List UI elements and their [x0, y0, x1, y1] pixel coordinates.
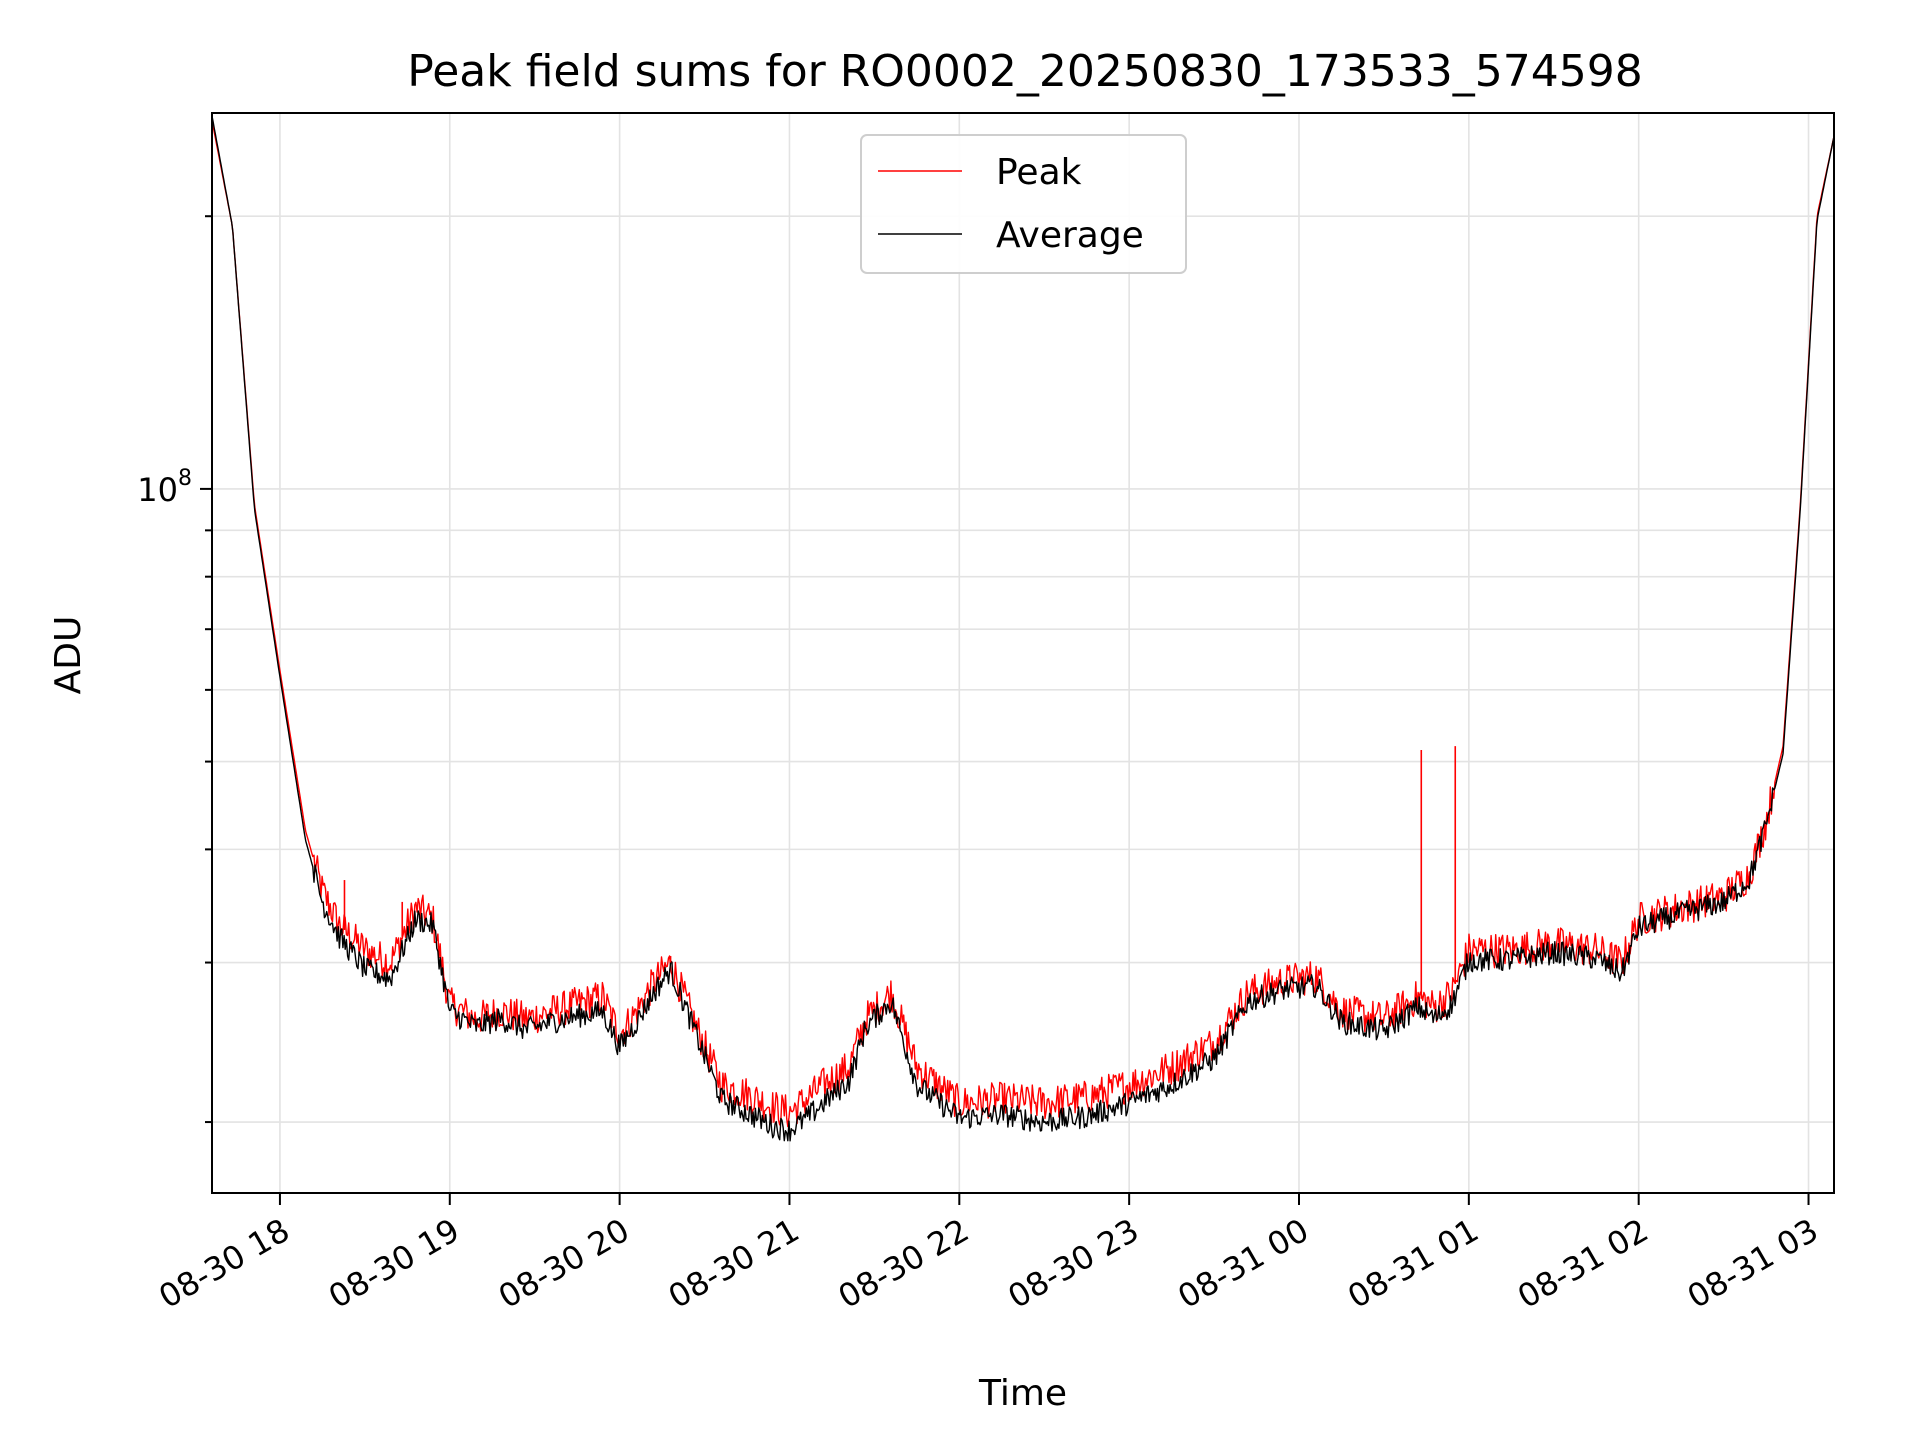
y-tick-label-base: 10 [137, 471, 178, 509]
x-tick-label: 08-30 20 [492, 1211, 636, 1316]
series-peak-line [211, 120, 1835, 1128]
x-tick-label: 08-30 23 [1002, 1211, 1146, 1316]
grid [212, 113, 1834, 1193]
legend: Peak Average [860, 134, 1187, 274]
chart-title: Peak field sums for RO0002_20250830_1735… [407, 46, 1643, 97]
axis-ticks: 08-30 18 08-30 19 08-30 20 08-30 21 08-30 22… [137, 215, 1825, 1316]
x-tick-label: 08-30 21 [662, 1211, 806, 1316]
plot-frame [211, 112, 1835, 1194]
x-tick-label: 08-31 03 [1681, 1211, 1825, 1316]
x-tick-label: 08-30 19 [322, 1211, 466, 1316]
legend-peak-label: Peak [996, 152, 1082, 193]
x-tick-label: 08-30 18 [152, 1211, 296, 1316]
y-tick-label: 108 [137, 466, 192, 509]
legend-average-label: Average [996, 215, 1144, 256]
plot-series [211, 115, 1835, 1142]
series-average-line [211, 115, 1835, 1142]
x-tick-label: 08-31 00 [1171, 1211, 1315, 1316]
x-tick-label: 08-31 02 [1511, 1211, 1655, 1316]
y-tick-label-exponent: 8 [178, 466, 192, 491]
legend-box [860, 134, 1187, 274]
x-tick-label: 08-31 01 [1341, 1211, 1485, 1316]
x-tick-label: 08-30 22 [832, 1211, 976, 1316]
y-axis-label: ADU [48, 616, 89, 695]
x-axis-label: Time [978, 1373, 1067, 1414]
